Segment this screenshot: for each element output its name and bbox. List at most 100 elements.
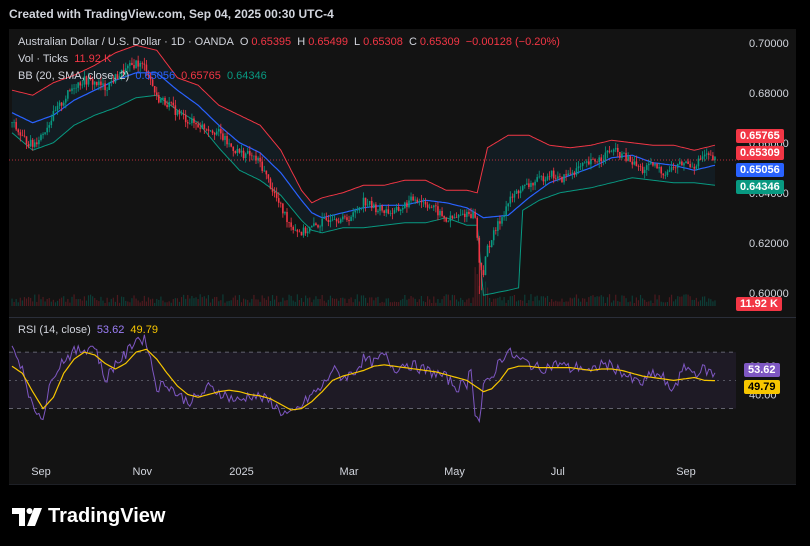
bb-label[interactable]: BB (20, SMA, close, 2) xyxy=(18,70,130,82)
volume-bar xyxy=(400,300,402,306)
candle-body xyxy=(710,154,712,156)
volume-bar xyxy=(263,298,265,306)
volume-bar xyxy=(336,298,338,306)
price-axis-label: 0.60000 xyxy=(749,288,789,300)
volume-bar xyxy=(377,296,379,306)
time-axis-label: Sep xyxy=(676,466,696,478)
candle-body xyxy=(414,199,416,201)
candle-body xyxy=(693,166,696,169)
volume-bar xyxy=(311,302,313,306)
volume-bar xyxy=(211,298,214,306)
candle-body xyxy=(664,175,667,176)
candle-body xyxy=(350,216,352,222)
chart-frame[interactable]: 0.700000.680000.660000.640000.620000.600… xyxy=(9,29,796,485)
candle-body xyxy=(31,139,34,147)
candle-body xyxy=(526,183,528,185)
volume-bar xyxy=(395,301,398,306)
candle-body xyxy=(248,151,251,156)
volume-bar xyxy=(369,297,371,306)
candle-body xyxy=(517,190,520,194)
candle-body xyxy=(100,81,102,86)
candle-body xyxy=(523,184,526,186)
candle-body xyxy=(11,122,13,124)
candle-body xyxy=(354,210,357,213)
candle-body xyxy=(302,227,305,236)
volume-bar xyxy=(683,294,685,306)
volume-bar xyxy=(13,301,15,306)
volume-bar xyxy=(247,300,249,306)
candle-body xyxy=(515,190,518,194)
volume-bar xyxy=(94,298,96,306)
candle-body xyxy=(662,173,665,176)
candle-body xyxy=(600,157,603,162)
volume-bar xyxy=(472,297,474,306)
candle-body xyxy=(141,63,144,64)
candle-body xyxy=(385,209,388,213)
volume-bar xyxy=(63,296,65,306)
candle-body xyxy=(370,200,373,208)
volume-bar xyxy=(606,297,609,306)
candle-body xyxy=(621,153,623,158)
candle-body xyxy=(459,214,462,216)
symbol-label[interactable]: Australian Dollar / U.S. Dollar · 1D · O… xyxy=(18,36,234,48)
volume-bar xyxy=(575,294,578,306)
rsi-label[interactable]: RSI (14, close) xyxy=(18,324,91,336)
volume-bar xyxy=(261,295,263,306)
candle-body xyxy=(329,220,332,222)
volume-bar xyxy=(183,294,185,306)
volume-bar xyxy=(98,301,100,306)
low-value: 0.65308 xyxy=(363,36,403,48)
volume-bar xyxy=(451,294,454,306)
candle-body xyxy=(131,62,133,66)
volume-bar xyxy=(524,294,526,306)
volume-bar xyxy=(631,295,633,306)
volume-bar xyxy=(73,294,75,306)
candle-body xyxy=(71,88,73,91)
bb-lower-tag: 0.64346 xyxy=(736,180,784,194)
tradingview-logo[interactable]: TradingView xyxy=(12,505,165,528)
volume-bar xyxy=(44,301,46,306)
volume-label[interactable]: Vol · Ticks xyxy=(18,53,69,65)
candle-body xyxy=(641,166,644,173)
candle-body xyxy=(15,122,17,130)
candle-body xyxy=(269,178,272,189)
volume-bar xyxy=(559,301,561,306)
candle-body xyxy=(472,211,474,219)
volume-bar xyxy=(77,299,79,306)
chart-canvas[interactable]: 0.700000.680000.660000.640000.620000.600… xyxy=(9,29,796,485)
candle-body xyxy=(87,77,90,85)
volume-bar xyxy=(87,295,90,306)
candle-body xyxy=(668,170,671,172)
candle-body xyxy=(569,173,572,175)
volume-bar xyxy=(205,298,207,306)
volume-bar xyxy=(81,300,83,306)
candle-body xyxy=(368,200,371,205)
volume-bar xyxy=(391,302,394,306)
volume-bar xyxy=(582,298,584,306)
candle-body xyxy=(91,79,94,85)
volume-bar xyxy=(412,297,414,306)
volume-bar xyxy=(689,296,691,306)
candle-body xyxy=(352,212,354,217)
volume-bar xyxy=(623,295,625,306)
volume-bar xyxy=(185,298,187,306)
candle-body xyxy=(404,202,406,209)
volume-bar xyxy=(695,297,697,306)
bb-upper-value: 0.65765 xyxy=(181,70,221,82)
candle-body xyxy=(184,114,187,123)
volume-bar xyxy=(660,301,662,306)
candle-body xyxy=(366,204,369,206)
volume-bar xyxy=(288,294,290,306)
volume-bar xyxy=(625,298,627,306)
candle-body xyxy=(238,148,241,153)
candle-body xyxy=(594,159,596,162)
candle-body xyxy=(232,146,235,152)
candle-body xyxy=(292,226,295,230)
candle-body xyxy=(484,256,487,276)
volume-bar xyxy=(482,287,485,306)
candle-body xyxy=(521,185,524,191)
candle-body xyxy=(267,174,270,179)
candle-body xyxy=(176,110,179,115)
candle-body xyxy=(639,166,642,167)
candle-body xyxy=(306,231,309,234)
